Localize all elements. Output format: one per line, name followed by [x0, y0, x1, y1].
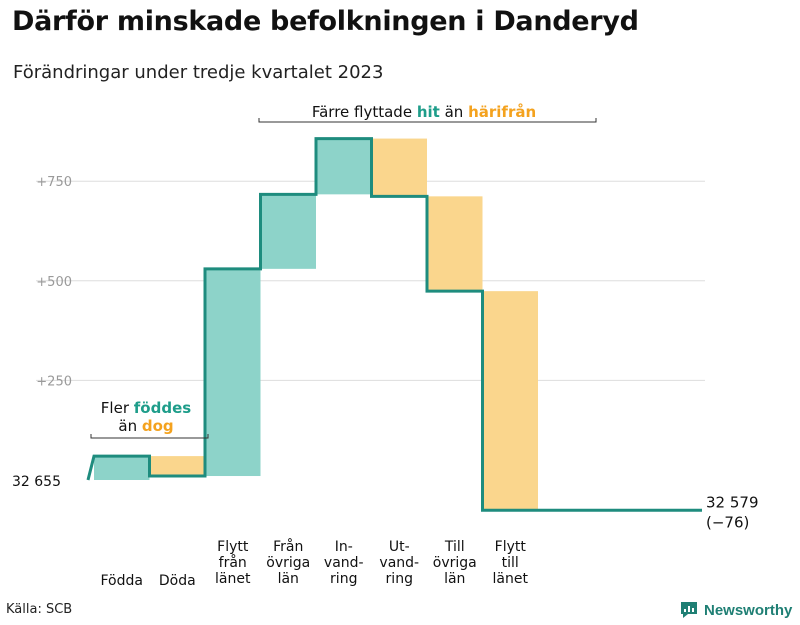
annotation-text: Fler: [101, 399, 134, 417]
category-label-line: övriga: [266, 555, 310, 571]
annotation-text: Färre flyttade: [312, 103, 417, 121]
category-label-line: län: [444, 571, 465, 587]
annotation-top: Färre flyttade hit än härifrån: [312, 103, 536, 121]
category-label-line: ring: [386, 571, 413, 587]
category-label-fodda: Födda: [101, 573, 143, 589]
category-label-flytt_fran_lanet: Flytt från länet: [215, 539, 251, 587]
source-note: Källa: SCB: [6, 602, 73, 617]
annotation-left-line2: än dog: [118, 417, 173, 435]
end-change-label: (−76): [706, 513, 749, 531]
y-tick-label: +750: [36, 175, 72, 190]
category-label-line: vand-: [379, 555, 419, 571]
annotation-text: än: [440, 103, 468, 121]
category-label-line: övriga: [433, 555, 477, 571]
bar-fran_ovriga_lan: [260, 194, 316, 269]
category-label-utvandring: Ut-vand-ring: [379, 539, 419, 587]
category-label-line: länet: [493, 571, 529, 587]
category-label-till_ovriga_lan: Till övriga län: [433, 539, 477, 587]
category-label-line: Flytt: [217, 539, 249, 555]
cumulative-step-line: [86, 137, 702, 512]
bar-flytt_till_lanet: [482, 291, 538, 511]
bar-till_ovriga_lan: [427, 196, 483, 292]
category-label-line: ring: [330, 571, 357, 587]
y-tick-label: +250: [36, 374, 72, 389]
bar-invandring: [316, 138, 372, 195]
annotation-highlight-died: dog: [142, 417, 174, 435]
category-label-line: Till: [444, 539, 465, 555]
bar-doda: [149, 456, 205, 477]
bar-fodda: [94, 456, 150, 480]
baseline-label: 32 655: [12, 474, 61, 490]
category-label-line: Döda: [159, 573, 196, 589]
annotation-text: än: [118, 417, 141, 435]
category-label-flytt_till_lanet: Flytt till länet: [493, 539, 529, 587]
bar-utvandring: [371, 138, 427, 197]
category-label-doda: Döda: [159, 573, 196, 589]
annotation-highlight-born: föddes: [134, 399, 191, 417]
chart-title: Därför minskade befolkningen i Danderyd: [12, 6, 639, 37]
category-label-line: vand-: [324, 555, 364, 571]
category-label-line: Födda: [101, 573, 143, 589]
annotation-top-bracket: [258, 118, 597, 123]
category-label-line: In-: [335, 539, 353, 555]
chart-subtitle: Förändringar under tredje kvartalet 2023: [13, 62, 384, 83]
category-label-line: Flytt: [495, 539, 527, 555]
end-value-label: 32 579: [706, 493, 759, 511]
category-label-line: Ut-: [389, 539, 410, 555]
category-label-invandring: In-vand-ring: [324, 539, 364, 587]
annotation-left-bracket: [90, 434, 209, 439]
y-tick-label: +500: [36, 275, 72, 290]
category-label-line: länet: [215, 571, 251, 587]
category-label-line: till: [502, 555, 519, 571]
category-label-line: från: [219, 554, 247, 571]
bar-flytt_fran_lanet: [205, 268, 261, 477]
brand-logo: Newsworthy: [680, 601, 792, 619]
annotation-left-line1: Fler föddes: [101, 399, 191, 417]
annotation-highlight-from-here: härifrån: [468, 103, 536, 121]
category-label-fran_ovriga_lan: Från övriga län: [266, 538, 310, 587]
brand-name: Newsworthy: [704, 601, 793, 619]
bar-chart-icon: [681, 602, 697, 618]
category-label-line: Från: [273, 538, 303, 555]
category-label-line: län: [278, 571, 299, 587]
annotation-highlight-hither: hit: [417, 103, 440, 121]
